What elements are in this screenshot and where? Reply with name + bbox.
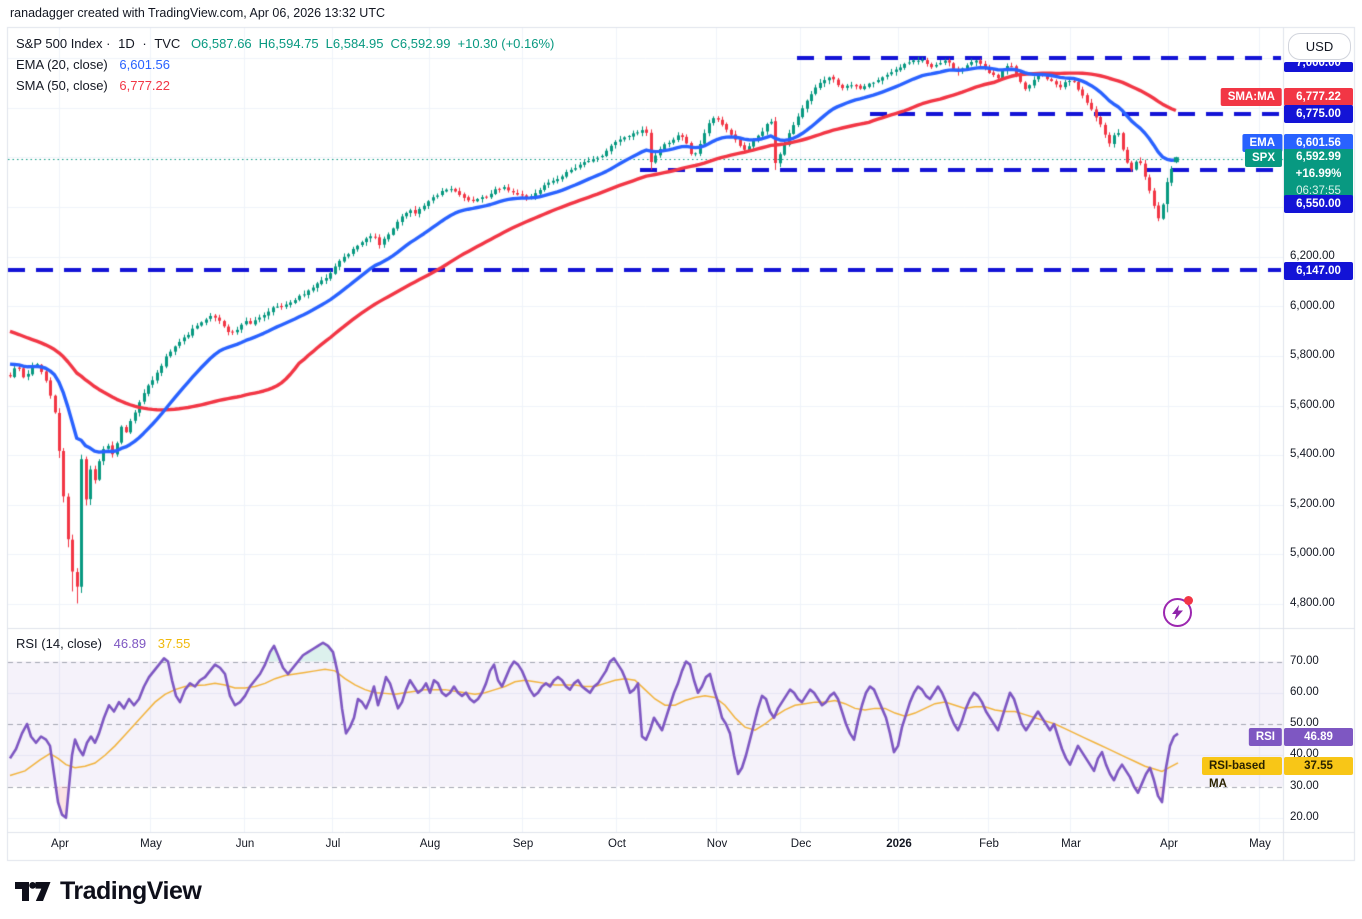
rsi-legend[interactable]: RSI (14, close) 46.89 37.55 [16, 636, 190, 651]
price-tick: 5,400.00 [1290, 448, 1335, 460]
time-axis-label: Nov [706, 838, 728, 850]
ohlc-value: H6,594.75 [258, 36, 319, 51]
ema-axis-value: 6,601.56 [1284, 134, 1353, 152]
time-axis-label: Oct [608, 838, 626, 850]
timeframe[interactable]: 1D [118, 36, 135, 51]
rsi-axis-value: 46.89 [1284, 728, 1353, 746]
rsi-tick: 20.00 [1290, 810, 1319, 823]
exchange[interactable]: TVC [154, 36, 181, 51]
notification-dot [1184, 596, 1193, 605]
spx-axis-tag: SPX [1244, 149, 1282, 167]
price-tick: 6,000.00 [1290, 299, 1335, 312]
time-axis-label: Aug [419, 838, 441, 850]
price-tick: 4,800.00 [1290, 596, 1335, 609]
sma-axis-tag: SMA:MA [1220, 88, 1282, 106]
ohlc-value: C6,592.99 [390, 36, 451, 51]
lightning-bolt-icon [1172, 605, 1183, 620]
ohlc-value: O6,587.66 [190, 36, 252, 51]
time-axis-label: Mar [1061, 838, 1081, 850]
last-price-label-group: 6,592.99 +16.99% 06:37:55 [1284, 149, 1353, 200]
level-label-6147: 6,147.00 [1284, 262, 1353, 280]
rsi-tick: 30.00 [1290, 779, 1319, 792]
time-axis-label: Apr [1160, 838, 1178, 850]
rsi-ma-value: 37.55 [157, 636, 191, 651]
alert-lightning-button[interactable] [1163, 596, 1193, 628]
rsi-axis-tag: RSI [1248, 728, 1282, 746]
rsi-tick: 70.00 [1290, 654, 1319, 667]
time-axis-label: Jul [325, 838, 341, 850]
last-price: 6,592.99 [1284, 149, 1353, 166]
rsi-value: 46.89 [113, 636, 147, 651]
tradingview-wordmark: TradingView [60, 876, 202, 905]
level-label-7000-clipped: 7,000.00 [1284, 62, 1353, 72]
rsi-tick: 50.00 [1290, 717, 1319, 729]
ohlc-value: L6,584.95 [325, 36, 384, 51]
price-tick: 6,200.00 [1290, 250, 1335, 262]
level-label-6550: 6,550.00 [1284, 195, 1353, 213]
separator: · [142, 36, 147, 51]
price-tick: 5,000.00 [1290, 547, 1335, 559]
price-tick: 5,600.00 [1290, 398, 1335, 411]
price-tick: 5,800.00 [1290, 349, 1335, 361]
main-legend: S&P 500 Index · 1D · TVC O6,587.66 H6,594… [16, 34, 554, 97]
rsi-ma-axis-tag: RSI-based MA [1202, 757, 1282, 790]
time-axis-label: Feb [979, 838, 999, 850]
ema-legend-row[interactable]: EMA (20, close) 6,601.56 [16, 55, 554, 75]
time-axis-label: Apr [51, 838, 69, 850]
ohlc-values: O6,587.66 H6,594.75 L6,584.95 C6,592.99 +10.… [184, 36, 554, 51]
change-percent: +16.99% [1284, 166, 1353, 183]
price-tick: 5,200.00 [1290, 497, 1335, 510]
tradingview-logo-icon [15, 882, 51, 901]
currency-selector-button[interactable]: USD [1288, 33, 1351, 60]
time-axis-label: 2026 [886, 838, 912, 850]
ohlc-value: +10.30 (+0.16%) [457, 36, 555, 51]
symbol-name[interactable]: S&P 500 Index [16, 36, 103, 51]
sma-label[interactable]: SMA (50, close) [16, 78, 108, 93]
ema-value: 6,601.56 [119, 57, 170, 72]
rsi-tick: 60.00 [1290, 685, 1319, 698]
time-axis-label: Jun [235, 838, 255, 850]
ema-axis-tag: EMA [1242, 134, 1282, 152]
time-axis-label: May [140, 838, 162, 850]
rsi-ma-axis-value: 37.55 [1284, 757, 1353, 775]
sma-legend-row[interactable]: SMA (50, close) 6,777.22 [16, 76, 554, 96]
level-label-6775: 6,775.00 [1284, 105, 1353, 123]
ema-label[interactable]: EMA (20, close) [16, 57, 108, 72]
time-axis-label: May [1249, 838, 1271, 850]
tradingview-footer[interactable]: TradingView [14, 876, 202, 906]
time-axis-label: Sep [512, 838, 534, 850]
separator: · [106, 36, 111, 51]
time-axis-label: Dec [790, 838, 812, 850]
sma-axis-value: 6,777.22 [1284, 88, 1353, 106]
symbol-legend-row[interactable]: S&P 500 Index · 1D · TVC O6,587.66 H6,594… [16, 34, 554, 54]
rsi-label[interactable]: RSI (14, close) [16, 636, 102, 651]
sma-value: 6,777.22 [119, 78, 170, 93]
attribution-text: ranadagger created with TradingView.com,… [10, 6, 385, 20]
